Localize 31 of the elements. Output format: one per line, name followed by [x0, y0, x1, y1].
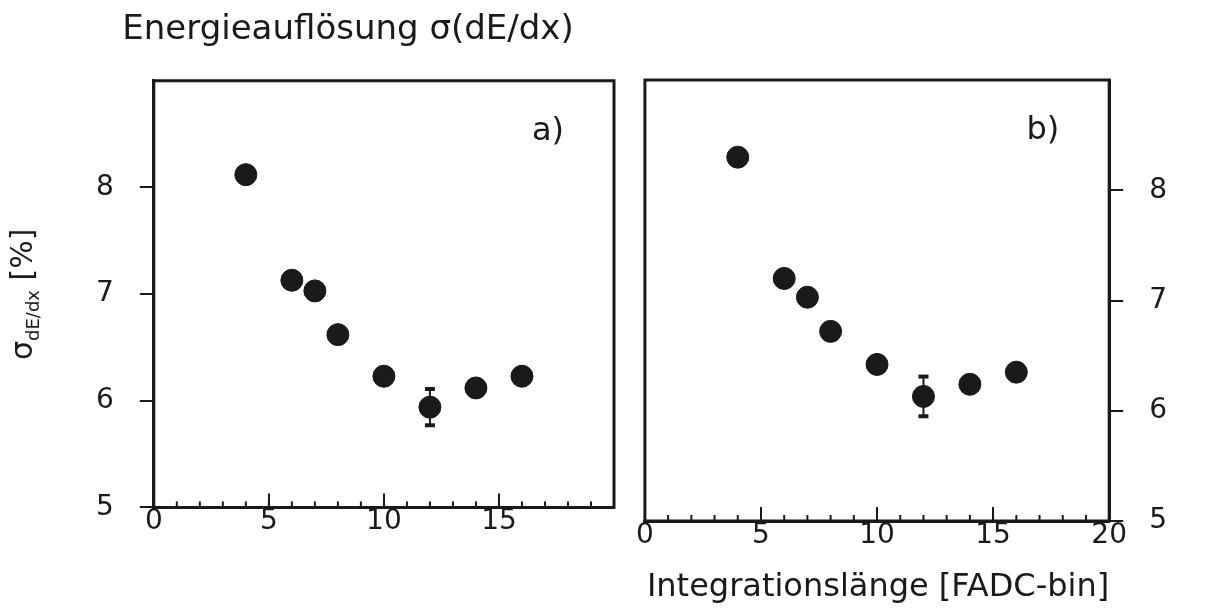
point [911, 384, 935, 408]
y-tick-label: 6 [1149, 392, 1168, 426]
x-axis-title: Integrationslänge [FADC-bin] [646, 566, 1110, 605]
x-tick-label: 0 [635, 517, 654, 551]
x-tick-label: 0 [144, 503, 163, 537]
point [772, 266, 796, 290]
point [372, 364, 396, 388]
point [303, 279, 327, 303]
point [464, 376, 488, 400]
point [819, 319, 843, 343]
x-tick-label: 10 [366, 503, 402, 537]
point [418, 395, 442, 419]
y-tick-label: 7 [95, 275, 114, 309]
point [958, 372, 982, 396]
chart-title: Energieauflösung σ(dE/dx) [122, 7, 574, 48]
point [280, 268, 304, 292]
point [326, 323, 350, 347]
y-tick-label: 6 [95, 382, 114, 416]
annotation: a) [531, 110, 564, 149]
x-tick-label: 10 [859, 517, 895, 551]
x-tick-label: 20 [1091, 517, 1128, 551]
point [1004, 360, 1028, 384]
y-tick-label: 8 [1149, 171, 1168, 205]
point [510, 364, 534, 388]
y-tick-label: 8 [95, 168, 114, 202]
y-tick-label: 7 [1149, 281, 1168, 315]
annotation: b) [1026, 109, 1060, 148]
point [726, 145, 750, 169]
point [795, 285, 819, 309]
point [234, 163, 258, 187]
point [865, 352, 889, 376]
